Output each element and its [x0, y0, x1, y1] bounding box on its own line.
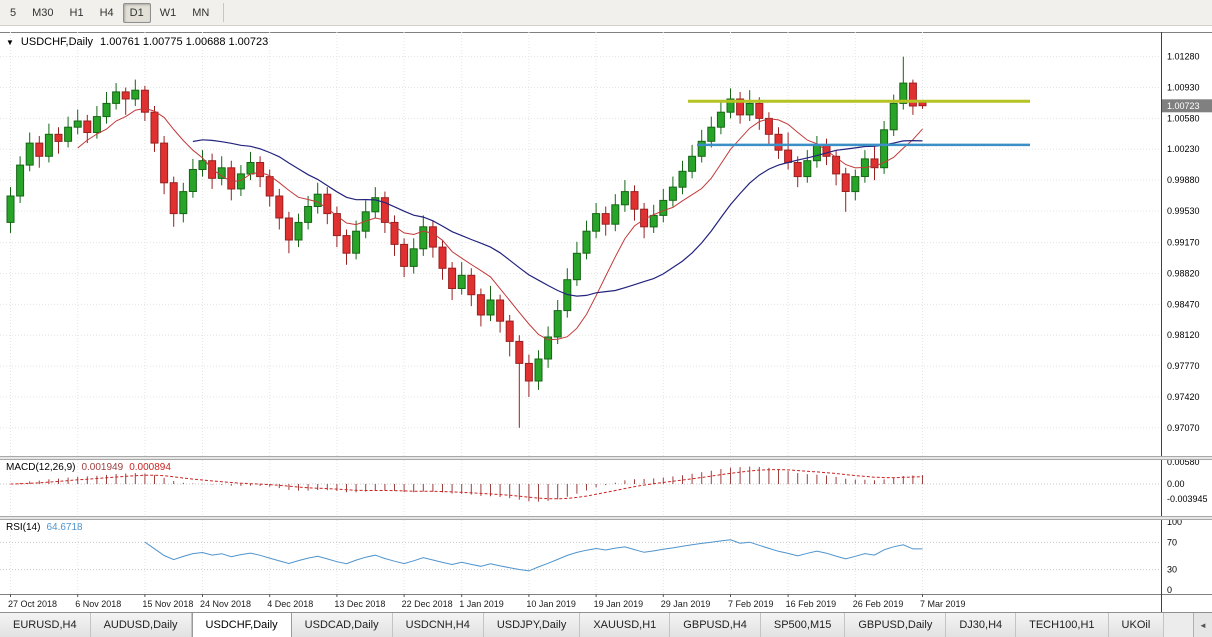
pane-splitter-macd[interactable] [0, 456, 1212, 460]
rsi-line [144, 539, 923, 572]
chart-tab-audusd-daily[interactable]: AUDUSD,Daily [90, 613, 192, 637]
timeframe-button-mn[interactable]: MN [192, 6, 210, 19]
timeframe-button-h1[interactable]: H1 [69, 6, 84, 19]
chart-tab-usdcad-daily[interactable]: USDCAD,Daily [291, 613, 393, 637]
timeframe-button-w1[interactable]: W1 [159, 6, 177, 19]
price-axis-label: 0.98470 [1167, 299, 1200, 309]
time-axis-label: 29 Jan 2019 [661, 599, 711, 609]
chart-tab-sp500-m15[interactable]: SP500,M15 [760, 613, 846, 637]
rsi-axis-label: 30 [1167, 565, 1177, 575]
rsi-axis-label: 100 [1167, 520, 1182, 527]
time-axis-label: 15 Nov 2018 [142, 599, 193, 609]
chart-tab-xauusd-h1[interactable]: XAUUSD,H1 [580, 613, 671, 637]
chart-tab-tech100-h1[interactable]: TECH100,H1 [1016, 613, 1109, 637]
price-axis-label: 0.97770 [1167, 361, 1200, 371]
price-axis-label: 0.99170 [1167, 238, 1200, 248]
time-axis-label: 27 Oct 2018 [8, 599, 57, 609]
time-axis[interactable]: 27 Oct 2018 6 Nov 2018 15 Nov 2018 24 Nov 2… [0, 594, 1212, 612]
price-axis-label: 1.00230 [1167, 144, 1200, 154]
price-axis-label: 0.99530 [1167, 206, 1200, 216]
candles-layer [6, 56, 927, 428]
chart-tab-gbpusd-daily[interactable]: GBPUSD,Daily [845, 613, 947, 637]
macd-indicator-pane[interactable]: 0.00580 0.00 -0.003945 [0, 460, 1212, 516]
rsi-axis-label: 70 [1167, 537, 1177, 547]
time-axis-label: 10 Jan 2019 [526, 599, 576, 609]
timeframe-button-m30[interactable]: M30 [32, 6, 54, 19]
macd-axis-label: 0.00580 [1167, 460, 1200, 467]
toolbar-separator [223, 3, 225, 22]
price-axis-label: 0.98120 [1167, 330, 1200, 340]
tab-scroll-left-button[interactable]: ◄ [1193, 613, 1212, 637]
chart-tab-ukoil[interactable]: UKOil [1108, 613, 1165, 637]
price-axis[interactable] [1162, 32, 1212, 456]
chart-tab-eurusd-h4[interactable]: EURUSD,H4 [0, 613, 91, 637]
macd-axis-label: 0.00 [1167, 479, 1185, 489]
main-price-chart[interactable]: 1.01280 1.00930 1.00580 1.00230 0.99880 0.995… [0, 32, 1212, 456]
current-price-value: 1.00723 [1167, 101, 1200, 111]
ma-fast-line [77, 107, 923, 341]
ma-slow-line [192, 139, 923, 297]
rsi-axis-label: 0 [1167, 585, 1172, 594]
time-axis-label: 26 Feb 2019 [853, 599, 904, 609]
price-axis-label: 0.97420 [1167, 392, 1200, 402]
time-axis-label: 6 Nov 2018 [75, 599, 121, 609]
chart-tab-gbpusd-h4[interactable]: GBPUSD,H4 [670, 613, 761, 637]
time-axis-label: 13 Dec 2018 [334, 599, 385, 609]
rsi-indicator-pane[interactable]: 100 70 30 0 [0, 520, 1212, 594]
timeframe-toolbar: 5 M30 H1 H4 D1 W1 MN [0, 0, 1212, 26]
price-axis-label: 0.98820 [1167, 269, 1200, 279]
time-axis-label: 4 Dec 2018 [267, 599, 313, 609]
price-axis-label: 1.01280 [1167, 52, 1200, 62]
chart-tab-bar: EURUSD,H4 AUDUSD,Daily USDCHF,Daily USDCAD,… [0, 612, 1212, 637]
price-axis-label: 1.00580 [1167, 113, 1200, 123]
chart-tab-usdchf-daily[interactable]: USDCHF,Daily [191, 613, 292, 637]
time-axis-label: 19 Jan 2019 [594, 599, 644, 609]
price-axis-label: 0.97070 [1167, 423, 1200, 433]
timeframe-button-5[interactable]: 5 [10, 6, 17, 19]
chart-tab-usdjpy-daily[interactable]: USDJPY,Daily [483, 613, 581, 637]
time-axis-label: 7 Feb 2019 [728, 599, 774, 609]
timeframe-button-d1[interactable]: D1 [122, 2, 151, 23]
price-axis-label: 1.00930 [1167, 83, 1200, 93]
price-axis-label: 0.99880 [1167, 175, 1200, 185]
current-price-tag [1162, 99, 1212, 113]
timeframe-button-group: 5 M30 H1 H4 D1 W1 MN [2, 2, 217, 23]
chart-tab-usdcnh-h4[interactable]: USDCNH,H4 [392, 613, 484, 637]
time-axis-label: 1 Jan 2019 [459, 599, 504, 609]
chart-tab-dj30-h4[interactable]: DJ30,H4 [946, 613, 1017, 637]
time-axis-label: 16 Feb 2019 [786, 599, 837, 609]
time-axis-label: 22 Dec 2018 [402, 599, 453, 609]
pane-splitter-rsi[interactable] [0, 516, 1212, 520]
chart-window: 1.01280 1.00930 1.00580 1.00230 0.99880 0.995… [0, 32, 1212, 612]
macd-axis-label: -0.003945 [1167, 494, 1208, 504]
macd-signal-line [10, 469, 923, 500]
collapse-chart-icon[interactable]: ▼ [6, 37, 14, 47]
timeframe-button-h4[interactable]: H4 [99, 6, 114, 19]
time-axis-label: 24 Nov 2018 [200, 599, 251, 609]
time-axis-label: 7 Mar 2019 [920, 599, 966, 609]
